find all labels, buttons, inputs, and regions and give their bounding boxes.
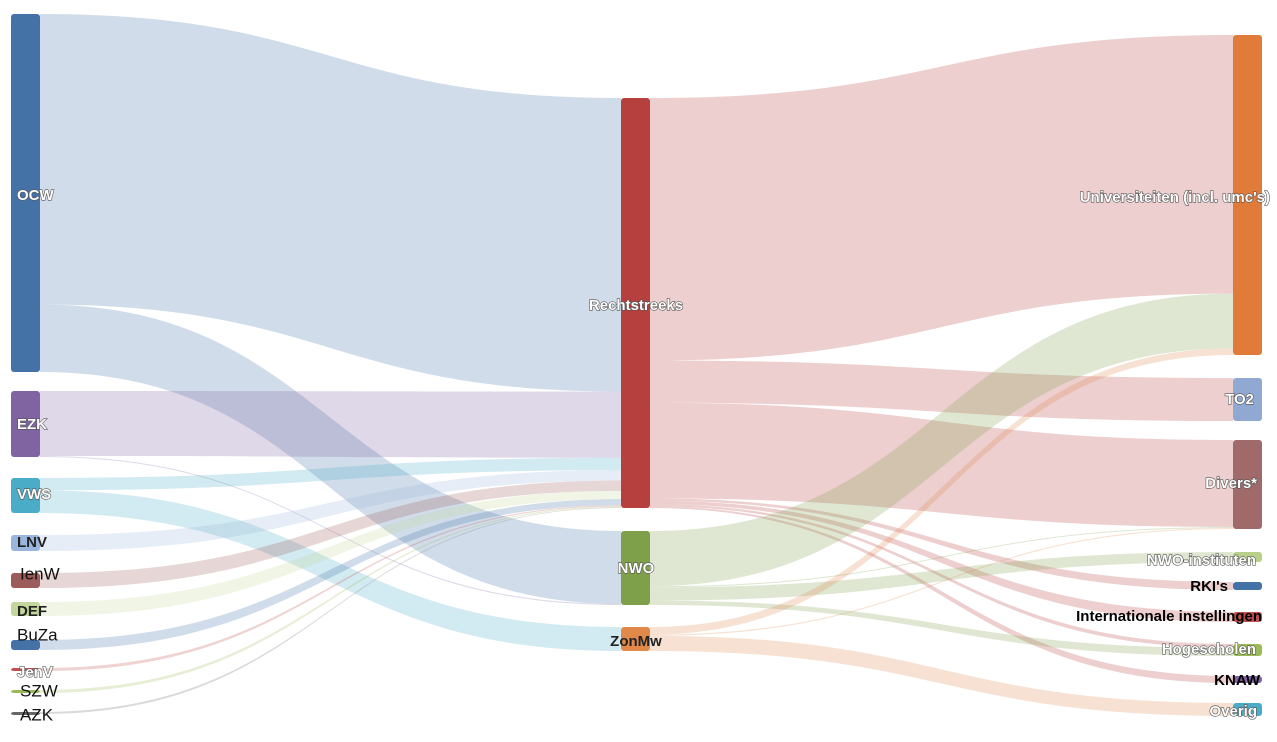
link-ZonMw-Overig[interactable]	[650, 635, 1233, 716]
label-NWO: NWO	[618, 560, 655, 577]
link-EZK-Rechtstreeks[interactable]	[40, 391, 621, 458]
link-Rechtstreeks-KNAW[interactable]	[650, 506, 1233, 683]
node-KNAW[interactable]	[1233, 676, 1262, 683]
node-Rechtstreeks[interactable]	[621, 98, 650, 508]
label-BuZa: BuZa	[17, 625, 58, 644]
link-IenW-Rechtstreeks[interactable]	[40, 480, 621, 588]
label-JenV: JenV	[17, 664, 53, 681]
sankey-nodes	[11, 14, 1262, 716]
node-Intl[interactable]	[1233, 612, 1262, 622]
link-EZK-NWO[interactable]	[40, 455, 621, 605]
label-Intl: Internationale instellingen	[1076, 608, 1262, 625]
label-RKI: RKI's	[1190, 578, 1228, 595]
label-LNV: LNV	[17, 534, 47, 551]
node-LNV[interactable]	[11, 535, 40, 551]
link-LNV-Rechtstreeks[interactable]	[40, 470, 621, 551]
node-VWS[interactable]	[11, 478, 40, 513]
node-EZK[interactable]	[11, 391, 40, 457]
node-BuZa[interactable]	[11, 640, 40, 650]
label-TO2: TO2	[1225, 391, 1254, 408]
node-RKI[interactable]	[1233, 582, 1262, 590]
label-NWOinst: NWO-instituten	[1147, 552, 1256, 569]
node-AZK[interactable]	[11, 712, 40, 715]
label-SZW: SZW	[20, 681, 58, 700]
label-DEF: DEF	[17, 603, 47, 620]
node-JenV[interactable]	[11, 668, 40, 671]
node-TO2[interactable]	[1233, 378, 1262, 421]
node-IenW[interactable]	[11, 573, 40, 588]
link-NWO-Hoge[interactable]	[650, 600, 1233, 656]
link-VWS-Rechtstreeks[interactable]	[40, 457, 621, 491]
link-DEF-Rechtstreeks[interactable]	[40, 490, 621, 616]
label-KNAW: KNAW	[1214, 672, 1261, 689]
link-BuZa-Rechtstreeks[interactable]	[40, 499, 621, 650]
node-NWOinst[interactable]	[1233, 552, 1262, 562]
link-Rechtstreeks-Intl[interactable]	[650, 500, 1233, 622]
link-JenV-Rechtstreeks[interactable]	[40, 505, 621, 671]
link-ZonMw-Divers[interactable]	[650, 527, 1233, 636]
link-ZonMw-Univ[interactable]	[650, 348, 1233, 635]
link-NWO-NWOinst[interactable]	[650, 552, 1233, 601]
link-NWO-Divers[interactable]	[650, 526, 1233, 588]
sankey-links	[40, 14, 1233, 716]
node-Overig[interactable]	[1233, 703, 1262, 716]
link-Rechtstreeks-RKI[interactable]	[650, 498, 1233, 590]
node-DEF[interactable]	[11, 602, 40, 616]
label-Divers: Divers*	[1205, 475, 1257, 492]
link-AZK-Rechtstreeks[interactable]	[40, 507, 621, 714]
node-ZonMw[interactable]	[621, 627, 650, 651]
link-VWS-ZonMw[interactable]	[40, 490, 621, 651]
label-VWS: VWS	[17, 486, 51, 503]
node-Univ[interactable]	[1233, 35, 1262, 355]
label-ZonMw: ZonMw	[610, 633, 662, 650]
label-Univ: Universiteiten (incl. umc's)	[1080, 189, 1270, 206]
label-IenW: IenW	[20, 564, 60, 583]
label-AZK: AZK	[20, 705, 54, 724]
link-Rechtstreeks-Divers[interactable]	[650, 402, 1233, 527]
link-OCW-Rechtstreeks[interactable]	[40, 14, 621, 392]
node-SZW[interactable]	[11, 690, 40, 693]
node-Divers[interactable]	[1233, 440, 1262, 529]
link-Rechtstreeks-TO2[interactable]	[650, 360, 1233, 421]
link-SZW-Rechtstreeks[interactable]	[40, 506, 621, 693]
label-OCW: OCW	[17, 187, 55, 204]
node-OCW[interactable]	[11, 14, 40, 372]
link-Rechtstreeks-Hoge[interactable]	[650, 503, 1233, 648]
link-Rechtstreeks-Univ[interactable]	[650, 35, 1233, 361]
node-Hoge[interactable]	[1233, 644, 1262, 656]
label-EZK: EZK	[17, 416, 47, 433]
label-Overig: Overig	[1209, 703, 1257, 720]
link-OCW-NWO[interactable]	[40, 304, 621, 604]
label-Rechtstreeks: Rechtstreeks	[589, 297, 683, 314]
label-Hoge: Hogescholen	[1162, 641, 1256, 658]
link-NWO-Univ[interactable]	[650, 293, 1233, 587]
node-NWO[interactable]	[621, 531, 650, 605]
